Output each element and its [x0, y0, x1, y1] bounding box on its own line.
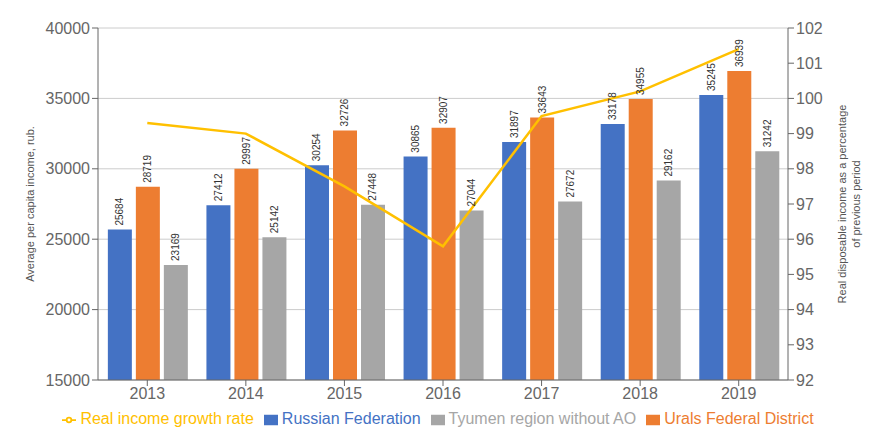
svg-text:31242: 31242 — [762, 119, 773, 147]
svg-text:25000: 25000 — [46, 231, 91, 248]
svg-text:102: 102 — [796, 20, 823, 37]
svg-text:40000: 40000 — [46, 20, 91, 37]
svg-text:28719: 28719 — [142, 155, 153, 183]
svg-text:Average per capita income, rub: Average per capita income, rub. — [24, 126, 36, 282]
svg-text:95: 95 — [796, 266, 814, 283]
svg-text:2016: 2016 — [425, 385, 461, 402]
svg-text:2015: 2015 — [327, 385, 363, 402]
html-text:Tyumen region without AO: Tyumen region without AO — [448, 410, 637, 427]
svg-text:30254: 30254 — [312, 133, 323, 161]
svg-text:Real disposable income as a pe: Real disposable income as a percentage — [836, 105, 848, 304]
svg-text:27044: 27044 — [466, 178, 477, 206]
svg-text:27412: 27412 — [213, 173, 224, 201]
svg-text:94: 94 — [796, 301, 814, 318]
svg-text:101: 101 — [796, 55, 823, 72]
html-text:Real income growth rate: Real income growth rate — [80, 410, 254, 427]
svg-text:30000: 30000 — [46, 160, 91, 177]
svg-text:2013: 2013 — [129, 385, 165, 402]
svg-text:32726: 32726 — [340, 98, 351, 126]
html-text:Russian Federation: Russian Federation — [281, 410, 421, 427]
svg-text:33178: 33178 — [607, 92, 618, 120]
svg-text:93: 93 — [796, 336, 814, 353]
svg-text:99: 99 — [796, 125, 814, 142]
svg-text:35000: 35000 — [46, 90, 91, 107]
svg-text:2014: 2014 — [228, 385, 264, 402]
svg-text:25684: 25684 — [114, 197, 125, 225]
svg-text:97: 97 — [796, 196, 814, 213]
html-text:Urals Federal District: Urals Federal District — [664, 410, 814, 427]
svg-text:of previous period: of previous period — [850, 160, 862, 247]
svg-text:30865: 30865 — [410, 124, 421, 152]
svg-text:36939: 36939 — [734, 39, 745, 67]
svg-text:100: 100 — [796, 90, 823, 107]
svg-text:32907: 32907 — [438, 96, 449, 124]
svg-text:25142: 25142 — [269, 205, 280, 233]
svg-text:98: 98 — [796, 160, 814, 177]
svg-text:29162: 29162 — [663, 148, 674, 176]
svg-text:2019: 2019 — [721, 385, 757, 402]
svg-text:2018: 2018 — [622, 385, 658, 402]
svg-text:27448: 27448 — [368, 172, 379, 200]
svg-text:29997: 29997 — [241, 137, 252, 165]
svg-text:23169: 23169 — [170, 233, 181, 261]
svg-text:33643: 33643 — [537, 85, 548, 113]
svg-text:20000: 20000 — [46, 301, 91, 318]
svg-text:2017: 2017 — [524, 385, 560, 402]
svg-text:34955: 34955 — [635, 67, 646, 95]
svg-text:92: 92 — [796, 372, 814, 389]
svg-text:15000: 15000 — [46, 372, 91, 389]
svg-text:35245: 35245 — [706, 63, 717, 91]
svg-text:96: 96 — [796, 231, 814, 248]
svg-text:31897: 31897 — [509, 110, 520, 138]
svg-text:27672: 27672 — [565, 169, 576, 197]
